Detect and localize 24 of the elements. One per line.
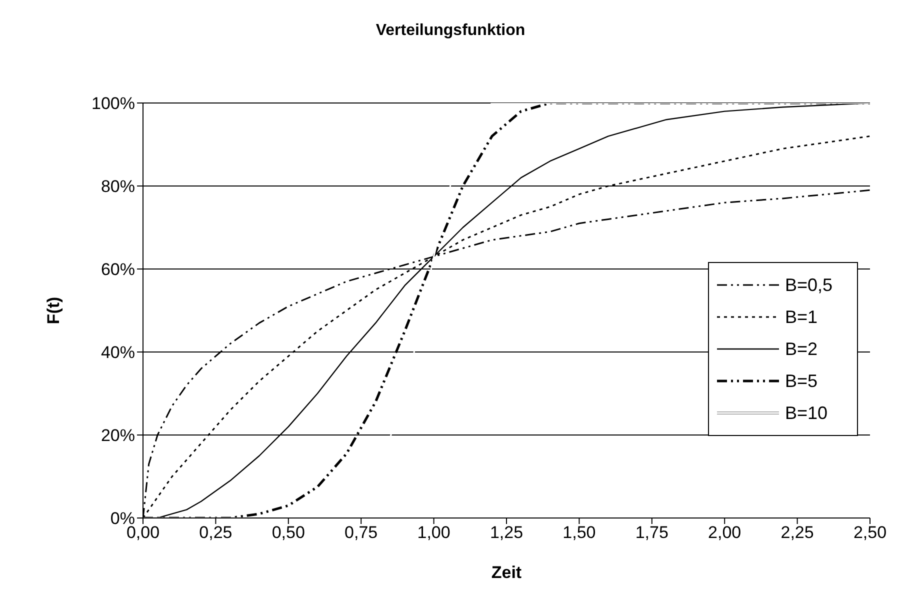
x-tick-label: 0,25	[199, 523, 232, 542]
x-tick-label: 2,25	[780, 523, 814, 542]
legend-label: B=5	[785, 370, 818, 392]
legend-label: B=1	[785, 306, 818, 328]
legend-label: B=2	[785, 338, 818, 360]
y-tick-label: 20%	[100, 426, 135, 446]
x-tick-label: 0,75	[344, 523, 378, 542]
x-tick-label: 0,50	[272, 523, 305, 542]
y-tick-label: 40%	[100, 343, 135, 362]
y-tick-label: 60%	[100, 260, 135, 280]
x-tick-label: 2,50	[853, 523, 887, 542]
x-tick-label: 1,25	[490, 523, 524, 542]
y-tick-label: 100%	[92, 94, 135, 114]
x-tick-label: 2,00	[708, 523, 742, 542]
chart-title: Verteilungsfunktion	[374, 22, 526, 40]
x-tick-label: 1,00	[417, 523, 450, 542]
legend-label: B=0,5	[785, 274, 833, 296]
legend-label: B=10	[785, 402, 828, 424]
x-tick-label: 0,00	[126, 523, 160, 542]
x-tick-label: 1,50	[562, 523, 596, 542]
y-tick-label: 80%	[100, 177, 135, 196]
x-axis-title: Zeit	[491, 563, 522, 582]
y-axis-title: F(t)	[44, 296, 64, 324]
x-tick-label: 1,75	[635, 523, 668, 542]
